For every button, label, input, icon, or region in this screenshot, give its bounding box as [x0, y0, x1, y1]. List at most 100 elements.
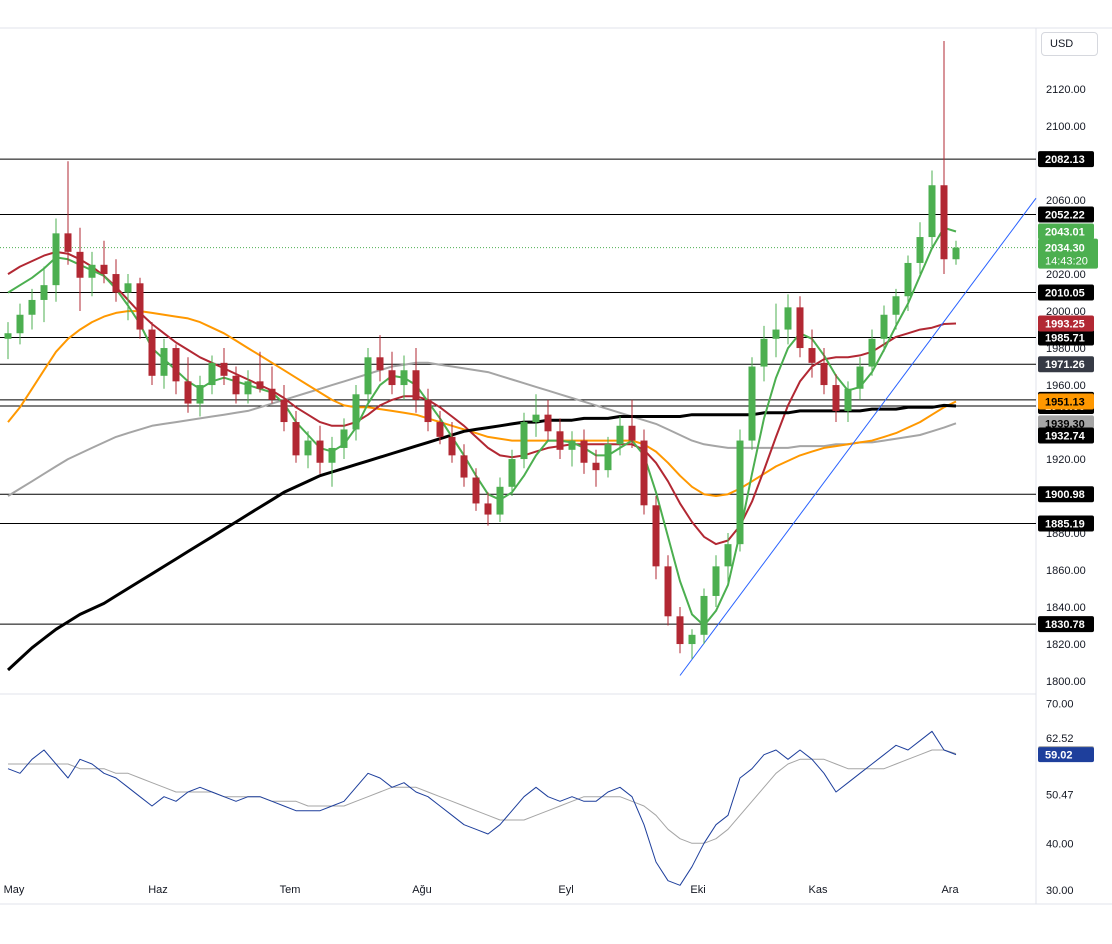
candle[interactable]: [100, 240, 108, 284]
candle[interactable]: [64, 161, 72, 265]
candle[interactable]: [256, 351, 264, 393]
candle[interactable]: [76, 227, 84, 312]
candle[interactable]: [196, 375, 204, 417]
candle[interactable]: [364, 348, 372, 404]
candle[interactable]: [424, 388, 432, 432]
candle[interactable]: [184, 357, 192, 413]
candle[interactable]: [340, 418, 348, 460]
level-label-text: 1830.78: [1045, 619, 1085, 631]
candle[interactable]: [700, 588, 708, 645]
candle[interactable]: [352, 385, 360, 441]
sma-red-line[interactable]: [7, 250, 957, 546]
time-axis[interactable]: May Haz Tem Ağu Eyl Eki Kas Ara: [4, 884, 960, 896]
candle[interactable]: [172, 344, 180, 395]
candles[interactable]: [4, 40, 960, 659]
candle[interactable]: [652, 496, 660, 580]
candle[interactable]: [952, 240, 960, 265]
candle[interactable]: [844, 381, 852, 423]
level-label: 1900.98: [1038, 486, 1094, 503]
candle[interactable]: [520, 412, 528, 469]
candle[interactable]: [712, 555, 720, 608]
candle[interactable]: [400, 355, 408, 400]
candle[interactable]: [292, 410, 300, 463]
candle[interactable]: [808, 329, 816, 378]
candle-body: [640, 440, 648, 506]
candle[interactable]: [796, 296, 804, 358]
candle[interactable]: [820, 348, 828, 395]
candle[interactable]: [268, 366, 276, 404]
rsi-pane[interactable]: [7, 730, 957, 886]
candle[interactable]: [388, 351, 396, 395]
candle[interactable]: [592, 449, 600, 487]
candle[interactable]: [304, 431, 312, 469]
candle[interactable]: [280, 385, 288, 432]
candle[interactable]: [688, 629, 696, 659]
candle[interactable]: [556, 418, 564, 460]
candle[interactable]: [412, 348, 420, 413]
candle-body: [76, 251, 84, 278]
candle[interactable]: [940, 40, 948, 275]
candle[interactable]: [604, 436, 612, 478]
sma-gray-line[interactable]: [7, 361, 957, 497]
candle[interactable]: [676, 607, 684, 654]
candle[interactable]: [544, 399, 552, 441]
candle[interactable]: [220, 348, 228, 386]
candle[interactable]: [328, 436, 336, 487]
rsi-line[interactable]: [7, 730, 957, 886]
candle[interactable]: [736, 429, 744, 552]
candle[interactable]: [772, 303, 780, 358]
candle[interactable]: [880, 305, 888, 352]
candle[interactable]: [640, 429, 648, 515]
candle[interactable]: [52, 218, 60, 302]
candle[interactable]: [4, 322, 12, 360]
candle[interactable]: [508, 449, 516, 497]
candle[interactable]: [124, 274, 132, 321]
candle[interactable]: [928, 170, 936, 249]
currency-button[interactable]: USD: [1041, 32, 1098, 56]
candle[interactable]: [760, 325, 768, 382]
candle[interactable]: [664, 555, 672, 626]
sma-black-line[interactable]: [6, 403, 957, 672]
candle[interactable]: [904, 255, 912, 312]
candle[interactable]: [16, 303, 24, 345]
candle[interactable]: [856, 357, 864, 400]
candle[interactable]: [88, 251, 96, 297]
rsi-ma-line[interactable]: [8, 749, 957, 844]
candle[interactable]: [40, 266, 48, 323]
candle[interactable]: [724, 533, 732, 585]
candle[interactable]: [232, 366, 240, 404]
candle[interactable]: [244, 370, 252, 404]
candle[interactable]: [868, 329, 876, 376]
candle[interactable]: [496, 477, 504, 522]
candle[interactable]: [448, 422, 456, 463]
candle[interactable]: [472, 468, 480, 511]
candle[interactable]: [628, 399, 636, 448]
candle[interactable]: [148, 322, 156, 386]
candle[interactable]: [892, 288, 900, 330]
candle[interactable]: [484, 492, 492, 526]
ma-label: 2043.01: [1038, 223, 1094, 240]
candle[interactable]: [532, 394, 540, 437]
candle[interactable]: [436, 410, 444, 445]
candle[interactable]: [580, 429, 588, 474]
candle[interactable]: [208, 355, 216, 395]
sma-orange-line[interactable]: [7, 310, 957, 497]
candle[interactable]: [316, 425, 324, 474]
candle[interactable]: [112, 259, 120, 302]
candle[interactable]: [748, 357, 756, 450]
candle-body: [220, 362, 228, 376]
candle[interactable]: [376, 335, 384, 382]
candle[interactable]: [616, 416, 624, 456]
candle[interactable]: [784, 294, 792, 345]
candle[interactable]: [136, 277, 144, 339]
trendline[interactable]: [679, 197, 1037, 676]
candle[interactable]: [460, 444, 468, 487]
candle[interactable]: [28, 288, 36, 330]
candle[interactable]: [568, 431, 576, 467]
candle[interactable]: [832, 373, 840, 423]
candle-body: [832, 385, 840, 411]
candle[interactable]: [916, 222, 924, 275]
candle[interactable]: [160, 338, 168, 389]
